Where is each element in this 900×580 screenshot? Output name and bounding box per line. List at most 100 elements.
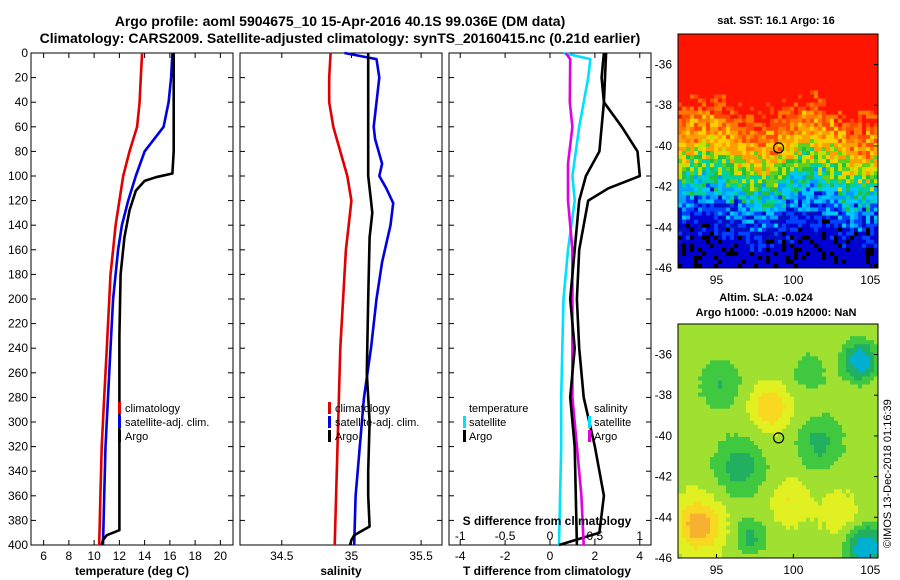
map-cell xyxy=(862,163,867,168)
map-cell xyxy=(798,388,803,394)
map-cell xyxy=(850,344,855,349)
map-cell xyxy=(850,138,855,144)
map-cell xyxy=(858,130,863,136)
map-cell xyxy=(702,146,707,152)
map-cell xyxy=(826,58,831,63)
map-cell xyxy=(758,219,763,225)
legend-t-satellite: satellite xyxy=(469,417,506,429)
map-cell xyxy=(842,396,847,402)
map-cell xyxy=(838,90,843,96)
map-cell xyxy=(782,392,787,398)
map-cell xyxy=(862,114,867,120)
map-cell xyxy=(842,126,847,132)
map-cell xyxy=(774,416,779,422)
map-cell xyxy=(746,432,751,438)
map-cell xyxy=(682,360,687,365)
map-cell xyxy=(806,436,811,442)
map-cell xyxy=(854,146,859,152)
map-cell xyxy=(830,142,835,148)
map-cell xyxy=(794,328,799,333)
map-cell xyxy=(850,360,855,365)
map-cell xyxy=(794,432,799,438)
map-cell xyxy=(806,255,811,261)
map-cell xyxy=(694,167,699,172)
map-cell xyxy=(754,259,759,265)
map-cell xyxy=(830,412,835,418)
map-cell xyxy=(678,203,683,208)
map-cell xyxy=(690,66,695,71)
map-cell xyxy=(694,102,699,108)
map-cell xyxy=(722,243,727,249)
map-cell xyxy=(742,211,747,217)
map-cell xyxy=(686,263,691,269)
map-cell xyxy=(854,78,859,83)
map-cell xyxy=(774,396,779,402)
map-cell xyxy=(750,352,755,357)
map-cell xyxy=(714,126,719,132)
map-cell xyxy=(858,263,863,269)
map-cell xyxy=(718,457,723,462)
map-cell xyxy=(778,207,783,213)
map-cell xyxy=(682,54,687,59)
map-cell xyxy=(762,74,767,79)
map-cell xyxy=(870,408,875,414)
map-cell xyxy=(714,155,719,160)
map-cell xyxy=(738,155,743,160)
map-cell xyxy=(766,324,771,329)
map-cell xyxy=(754,436,759,442)
map-cell xyxy=(770,384,775,390)
map-cell xyxy=(854,219,859,225)
map-cell xyxy=(770,227,775,233)
map-cell xyxy=(842,130,847,136)
map-cell xyxy=(758,163,763,168)
map-cell xyxy=(846,344,851,349)
map-cell xyxy=(858,62,863,67)
map-cell xyxy=(710,400,715,406)
map-cell xyxy=(766,66,771,71)
map-cell xyxy=(814,392,819,398)
map-cell xyxy=(866,392,871,398)
map-cell xyxy=(806,449,811,454)
map-cell xyxy=(806,146,811,152)
map-cell xyxy=(794,199,799,204)
map-cell xyxy=(762,66,767,71)
map-cell xyxy=(874,74,879,79)
map-cell xyxy=(686,151,691,156)
map-cell xyxy=(738,348,743,353)
map-cell xyxy=(742,372,747,377)
map-cell xyxy=(738,372,743,377)
map-cell xyxy=(774,424,779,430)
map-cell xyxy=(846,235,851,241)
map-cell xyxy=(798,78,803,83)
map-cell xyxy=(826,360,831,365)
map-cell xyxy=(730,134,735,140)
map-cell xyxy=(766,211,771,217)
map-cell xyxy=(754,445,759,450)
map-cell xyxy=(790,392,795,398)
map-cell xyxy=(746,78,751,83)
map-cell xyxy=(822,58,827,63)
map-cell xyxy=(778,376,783,381)
map-cell xyxy=(818,78,823,83)
map-cell xyxy=(778,384,783,390)
map-cell xyxy=(794,151,799,156)
map-cell xyxy=(706,461,711,466)
map-cell xyxy=(794,396,799,402)
map-cell xyxy=(818,396,823,402)
map-cell xyxy=(678,38,683,43)
map-cell xyxy=(722,126,727,132)
map-cell xyxy=(866,126,871,132)
map-cell xyxy=(726,94,731,100)
legend-swatch-t-satellite xyxy=(463,416,466,428)
map-cell xyxy=(834,348,839,353)
map-cell xyxy=(762,211,767,217)
map-cell xyxy=(862,420,867,426)
map-cell xyxy=(786,58,791,63)
map-cell xyxy=(858,78,863,83)
map-cell xyxy=(854,38,859,43)
map-cell xyxy=(838,82,843,87)
map-cell xyxy=(866,388,871,394)
map-cell xyxy=(778,179,783,184)
map-cell xyxy=(810,215,815,221)
map-cell xyxy=(686,380,691,386)
